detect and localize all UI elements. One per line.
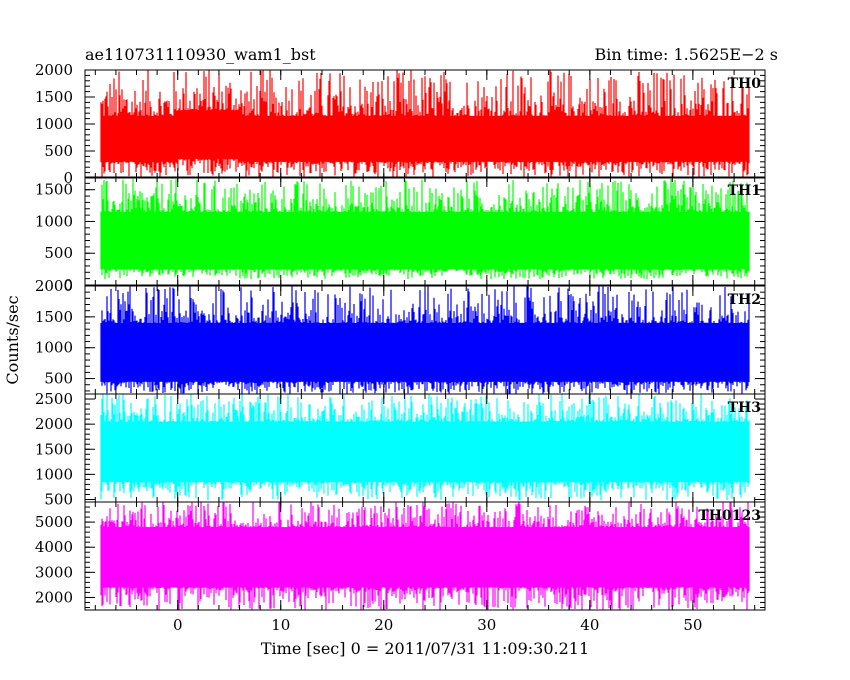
x-tick-label: 50 xyxy=(683,616,702,634)
y-tick-label: 1000 xyxy=(35,339,73,357)
panel-th0: 0 500 1000 1500 2000 TH0 xyxy=(35,61,766,187)
y-tick-label: 0 xyxy=(63,276,73,294)
figure-title: ae110731110930_wam1_bst xyxy=(85,45,316,64)
panel-label: TH0 xyxy=(728,76,762,92)
y-tick-label: 1500 xyxy=(35,88,73,106)
x-tick-label: 30 xyxy=(477,616,496,634)
panel-th1: 0 500 1000 1500 TH1 xyxy=(35,176,766,294)
y-tick-label: 500 xyxy=(44,142,73,160)
y-tick-label: 3000 xyxy=(35,563,73,581)
bin-time-label: Bin time: 1.5625E−2 s xyxy=(595,45,778,64)
panel-label: TH1 xyxy=(728,183,761,199)
x-tick-label: 0 xyxy=(173,616,183,634)
panel-th3: 500 1000 1500 2000 2500 TH3 xyxy=(35,390,766,508)
x-tick-label: 10 xyxy=(271,616,290,634)
panels-group: 0 500 1000 1500 2000 TH0 0 500 1000 1500 TH1 500 100… xyxy=(35,61,766,611)
y-tick-label: 500 xyxy=(44,490,73,508)
panel-label: TH3 xyxy=(728,400,761,416)
panel-label: TH2 xyxy=(728,292,761,308)
y-tick-label: 2000 xyxy=(35,277,73,295)
y-tick-label: 0 xyxy=(63,169,73,187)
series-th1 xyxy=(100,178,750,280)
y-tick-label: 4000 xyxy=(35,538,73,556)
y-tick-label: 1000 xyxy=(35,212,73,230)
series-th3 xyxy=(100,394,750,501)
y-axis-label: Counts/sec xyxy=(3,295,22,384)
series-th2 xyxy=(100,286,750,394)
x-axis: 0 10 20 30 40 50 xyxy=(173,616,702,634)
x-tick-label: 20 xyxy=(374,616,393,634)
y-tick-label: 1500 xyxy=(35,308,73,326)
y-tick-label: 1000 xyxy=(35,465,73,483)
y-tick-label: 1500 xyxy=(35,440,73,458)
panel-th0123: 2000 3000 4000 5000 TH0123 xyxy=(35,501,766,611)
x-axis-label: Time [sec] 0 = 2011/07/31 11:09:30.211 xyxy=(261,639,589,658)
x-tick-label: 40 xyxy=(580,616,599,634)
y-tick-label: 1500 xyxy=(35,181,73,199)
y-tick-label: 2000 xyxy=(35,61,73,79)
y-tick-label: 2000 xyxy=(35,588,73,606)
y-tick-label: 500 xyxy=(44,244,73,262)
series-th0123 xyxy=(100,502,750,610)
y-tick-label: 5000 xyxy=(35,513,73,531)
y-tick-label: 2500 xyxy=(35,390,73,408)
panel-th2: 500 1000 1500 2000 TH2 xyxy=(35,277,766,395)
panel-label: TH0123 xyxy=(698,508,761,524)
y-tick-label: 500 xyxy=(44,370,73,388)
y-tick-label: 1000 xyxy=(35,115,73,133)
y-tick-label: 2000 xyxy=(35,415,73,433)
series-th0 xyxy=(100,70,750,178)
